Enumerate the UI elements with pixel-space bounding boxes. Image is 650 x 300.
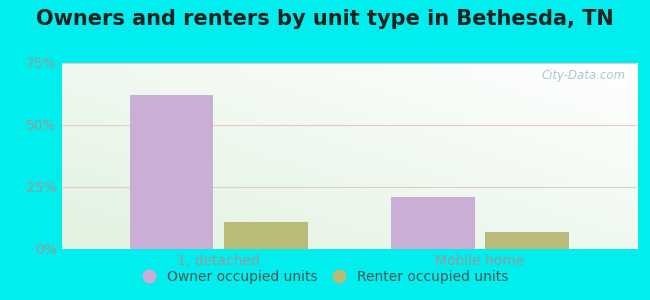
Legend: Owner occupied units, Renter occupied units: Owner occupied units, Renter occupied un…: [136, 265, 514, 290]
Bar: [391, 197, 475, 249]
Bar: [486, 232, 569, 249]
Text: Owners and renters by unit type in Bethesda, TN: Owners and renters by unit type in Bethe…: [36, 9, 614, 29]
Text: City-Data.com: City-Data.com: [541, 69, 625, 82]
Bar: [130, 95, 213, 249]
Bar: [224, 222, 307, 249]
